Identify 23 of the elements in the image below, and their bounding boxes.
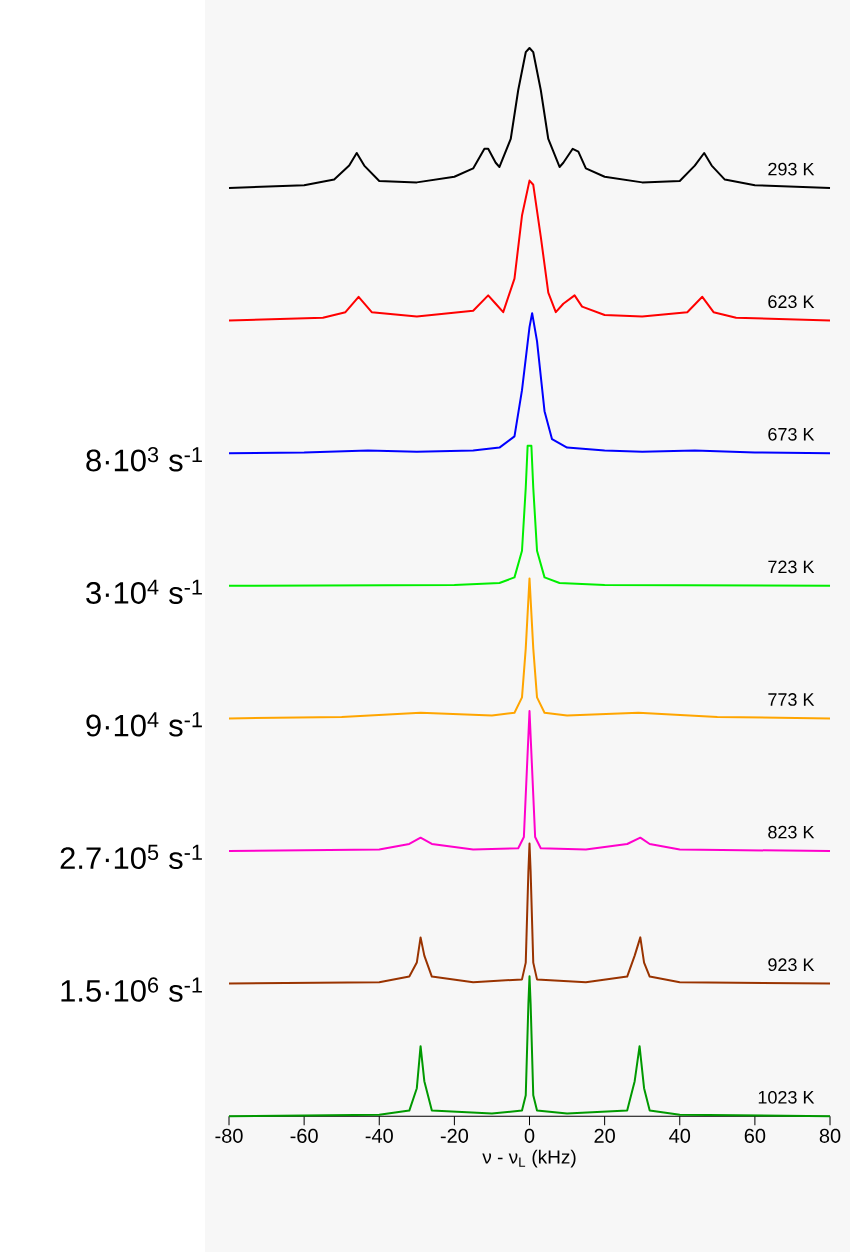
text: 3·10$^{4}$ s$^{-1}$ — [86, 579, 202, 604]
series-label: 1023 K — [758, 1090, 815, 1104]
series-label: 823 K — [768, 825, 815, 839]
series-label: 923 K — [768, 958, 815, 972]
text: 2.7·10$^{5}$ s$^{-1}$ — [60, 844, 202, 870]
x-tick-label: 20 — [594, 1128, 615, 1143]
x-tick-label: -20 — [440, 1128, 469, 1143]
x-tick-label: 0 — [524, 1128, 535, 1143]
x-tick-label: -60 — [290, 1128, 318, 1143]
series-label: 293 K — [768, 162, 815, 176]
x-tick-label: 60 — [744, 1128, 766, 1143]
series-label: 723 K — [768, 560, 815, 574]
text: 8·10$^{3}$ s$^{-1}$ — [86, 446, 202, 472]
text: 9·10$^{4}$ s$^{-1}$ — [86, 712, 202, 737]
series-label: 773 K — [768, 693, 815, 706]
x-tick-label: -40 — [365, 1128, 393, 1143]
text: 1.5·10$^{6}$ s$^{-1}$ — [61, 977, 202, 1002]
x-tick-label: -80 — [215, 1128, 243, 1143]
x-tick-label: 40 — [669, 1128, 691, 1143]
x-tick-label: 80 — [819, 1128, 841, 1143]
series-label: 673 K — [768, 427, 815, 441]
x-axis-title: ν - ν$_{L}$ (kHz) — [482, 1149, 576, 1168]
series-label: 623 K — [768, 295, 815, 309]
